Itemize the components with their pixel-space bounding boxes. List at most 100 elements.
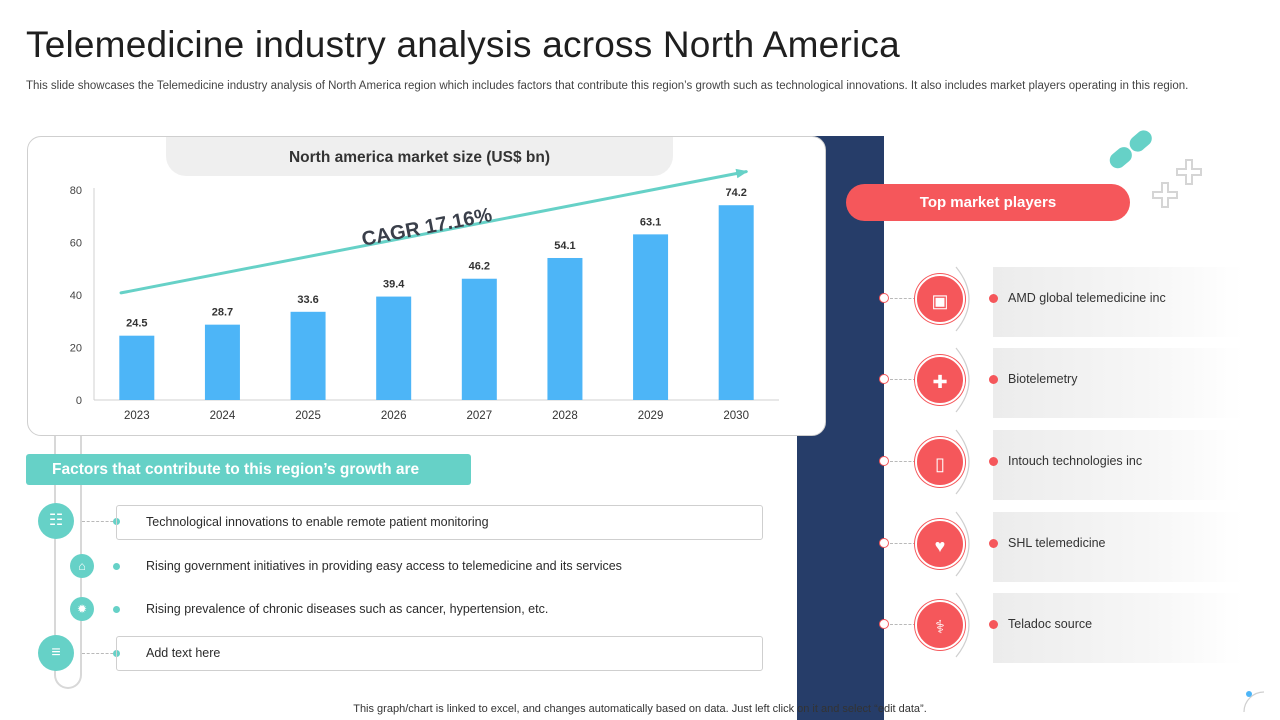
player-connector	[890, 298, 916, 299]
player-connector	[890, 543, 916, 544]
player-name: Intouch technologies inc	[1008, 454, 1143, 468]
cagr-trend-arrow	[119, 170, 748, 295]
factor-item: ✹ Rising prevalence of chronic diseases …	[0, 597, 780, 637]
bar	[547, 257, 583, 400]
factor-text: Add text here	[146, 646, 221, 660]
bar-value-label: 63.1	[640, 216, 661, 228]
bar-value-label: 39.4	[383, 279, 405, 291]
factors-heading: Factors that contribute to this region’s…	[26, 454, 471, 485]
player-name: AMD global telemedicine inc	[1008, 291, 1166, 305]
x-tick-label: 2028	[552, 410, 578, 422]
bar	[119, 335, 155, 400]
player-dot	[989, 539, 998, 548]
y-tick-label: 20	[70, 343, 82, 355]
bar	[290, 311, 326, 400]
bar-value-label: 74.2	[725, 187, 746, 199]
market-player-item[interactable]: ✚ Biotelemetry	[876, 347, 1256, 418]
page-title: Telemedicine industry analysis across No…	[26, 24, 900, 65]
network-icon: ☷	[38, 503, 74, 539]
footnote: This graph/chart is linked to excel, and…	[353, 703, 927, 715]
market-player-item[interactable]: ▣ AMD global telemedicine inc	[876, 266, 1256, 337]
player-arc	[955, 347, 970, 413]
bar-value-label: 24.5	[126, 318, 147, 330]
player-arc	[955, 266, 970, 332]
player-card	[993, 267, 1243, 337]
page-subtitle: This slide showcases the Telemedicine in…	[26, 80, 1189, 92]
government-icon: ⌂	[70, 554, 94, 578]
factor-connector	[82, 653, 118, 654]
bar-value-label: 54.1	[554, 240, 575, 252]
corner-decoration	[1243, 691, 1265, 713]
x-tick-label: 2030	[723, 410, 749, 422]
y-tick-label: 80	[70, 185, 82, 197]
factor-text: Technological innovations to enable remo…	[146, 515, 489, 529]
player-name: Biotelemetry	[1008, 372, 1078, 386]
player-arc	[955, 429, 970, 495]
player-connector	[890, 461, 916, 462]
market-player-item[interactable]: ▯ Intouch technologies inc	[876, 429, 1256, 500]
stethoscope-icon: ⚕	[915, 600, 965, 650]
player-arc	[955, 511, 970, 577]
virus-icon: ✹	[70, 597, 94, 621]
player-hollow-dot	[879, 293, 889, 303]
player-dot	[989, 375, 998, 384]
y-tick-label: 60	[70, 238, 82, 250]
player-name: Teladoc source	[1008, 617, 1093, 631]
x-tick-label: 2027	[467, 410, 493, 422]
player-dot	[989, 294, 998, 303]
factor-dot	[113, 563, 120, 570]
market-size-chart-card[interactable]: North america market size (US$ bn) 0 20 40…	[27, 136, 826, 436]
bar	[461, 278, 497, 400]
player-hollow-dot	[879, 538, 889, 548]
decorative-pills-icon	[1109, 130, 1202, 208]
document-icon: ≡	[38, 635, 74, 671]
player-hollow-dot	[879, 619, 889, 629]
player-hollow-dot	[879, 456, 889, 466]
factor-item: ☷ Technological innovations to enable re…	[0, 503, 780, 543]
player-arc	[955, 592, 970, 658]
player-card	[993, 593, 1243, 663]
health-shield-icon: ✚	[915, 355, 965, 405]
market-player-item[interactable]: ⚕ Teladoc source	[876, 592, 1256, 663]
player-connector	[890, 379, 916, 380]
x-tick-label: 2029	[638, 410, 664, 422]
bar-value-label: 33.6	[297, 294, 318, 306]
bar-value-label: 46.2	[469, 261, 490, 273]
laptop-health-icon: ♥	[915, 519, 965, 569]
market-player-item[interactable]: ♥ SHL telemedicine	[876, 511, 1256, 582]
mobile-health-icon: ▯	[915, 437, 965, 487]
x-tick-label: 2026	[381, 410, 407, 422]
player-dot	[989, 457, 998, 466]
market-size-bar-chart[interactable]: 0 20 40 60 80 24.5 2023 28.7 2024 33.6 2025 39.4 202…	[28, 137, 827, 437]
chart-title: North america market size (US$ bn)	[166, 137, 673, 176]
factor-text-box[interactable]	[116, 636, 763, 671]
factor-connector	[82, 521, 118, 522]
player-card	[993, 512, 1243, 582]
x-tick-label: 2025	[295, 410, 321, 422]
x-tick-label: 2024	[210, 410, 236, 422]
x-tick-label: 2023	[124, 410, 150, 422]
bar	[633, 234, 669, 400]
factor-item: ⌂ Rising government initiatives in provi…	[0, 554, 780, 594]
player-dot	[989, 620, 998, 629]
factor-text-box[interactable]	[116, 505, 763, 540]
bar-value-label: 28.7	[212, 307, 233, 319]
monitor-icon: ▣	[915, 274, 965, 324]
bar	[376, 296, 412, 400]
factor-dot	[113, 606, 120, 613]
cagr-arrowhead	[735, 168, 749, 179]
y-tick-label: 0	[76, 395, 82, 407]
player-card	[993, 430, 1243, 500]
player-hollow-dot	[879, 374, 889, 384]
factor-item: ≡ Add text here	[0, 635, 780, 675]
bar	[204, 324, 240, 400]
factor-text: Rising government initiatives in providi…	[146, 559, 622, 573]
player-card	[993, 348, 1243, 418]
player-name: SHL telemedicine	[1008, 536, 1106, 550]
cagr-annotation: CAGR 17.16%	[360, 204, 494, 251]
top-players-heading: Top market players	[846, 184, 1130, 221]
factor-text: Rising prevalence of chronic diseases su…	[146, 602, 549, 616]
y-tick-label: 40	[70, 290, 82, 302]
player-connector	[890, 624, 916, 625]
bar	[718, 205, 754, 400]
